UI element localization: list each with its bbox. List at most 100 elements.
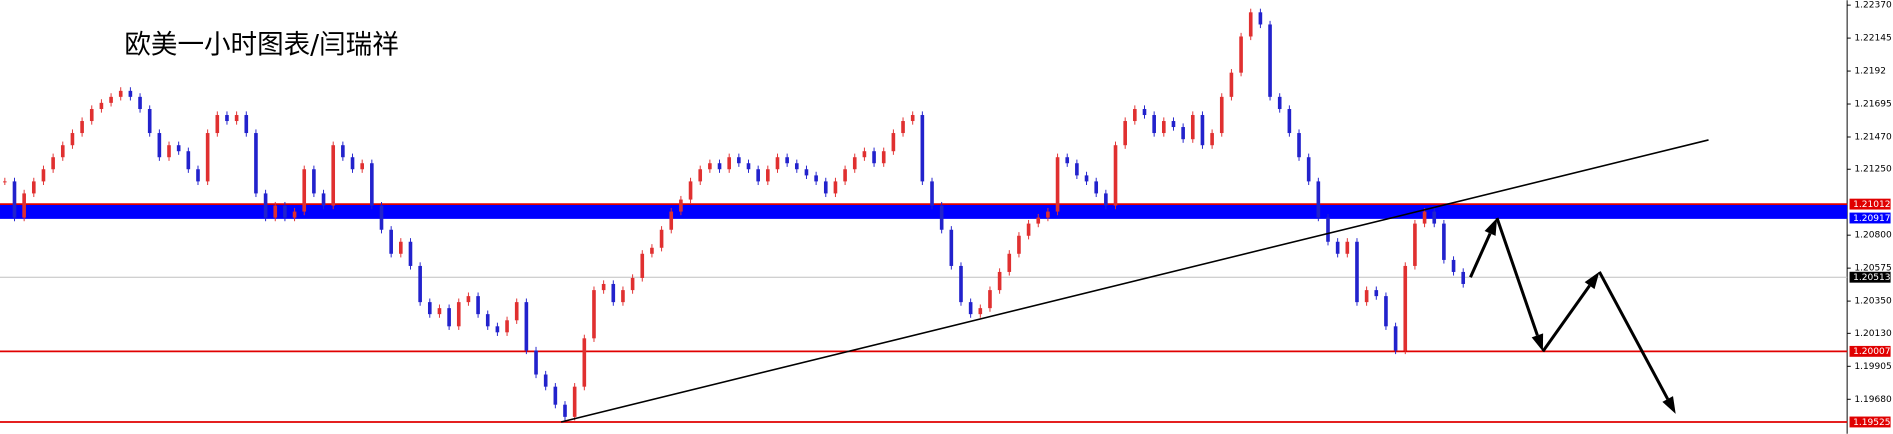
candle-body	[717, 163, 722, 170]
level-label: 1.21012	[1853, 200, 1890, 210]
candle-body	[978, 308, 983, 315]
candle-body	[466, 296, 471, 303]
candle-body	[118, 90, 123, 97]
candle-body	[1171, 121, 1176, 128]
candle-body	[910, 115, 915, 122]
candle-body	[746, 163, 751, 170]
candle-body	[534, 350, 538, 375]
y-tick-label: 1.21250	[1854, 165, 1892, 175]
y-tick-label: 1.2192	[1854, 67, 1886, 77]
projection-arrowhead	[1531, 333, 1544, 352]
candle-body	[167, 145, 171, 158]
candle-body	[1123, 121, 1127, 146]
candle-body	[1345, 241, 1350, 254]
candle-body	[1113, 145, 1118, 206]
y-tick-label: 1.20800	[1854, 231, 1892, 241]
level-label-box	[1849, 271, 1891, 283]
y-tick-label: 1.19905	[1854, 362, 1891, 372]
candle-body	[1422, 211, 1427, 224]
candle-body	[621, 290, 625, 303]
candle-body	[1104, 193, 1108, 206]
candle-body	[157, 133, 162, 158]
y-tick-label: 1.22145	[1854, 34, 1891, 44]
candle-body	[341, 145, 345, 158]
candle-body	[22, 193, 26, 218]
candle-body	[650, 247, 654, 254]
candle-body	[582, 338, 587, 387]
candle-body	[427, 302, 432, 315]
candle-body	[920, 115, 925, 182]
candle-body	[1403, 265, 1408, 351]
candle-body	[60, 145, 65, 158]
candle-body	[1374, 290, 1379, 297]
candle-body	[968, 302, 973, 315]
candle-body	[350, 157, 355, 170]
candle-body	[70, 133, 75, 146]
level-label-box	[1849, 416, 1891, 428]
candle-body	[321, 193, 326, 206]
candle-body	[708, 163, 712, 170]
candle-body	[1026, 223, 1031, 236]
candle-body	[949, 229, 954, 266]
candle-body	[292, 211, 297, 218]
candle-body	[563, 404, 567, 417]
candle-body	[51, 157, 55, 170]
candle-body	[495, 326, 500, 333]
projection-segment	[1469, 232, 1492, 278]
candle-body	[254, 133, 258, 194]
candle-body	[244, 115, 249, 134]
candle-body	[273, 205, 278, 218]
level-label: 1.20917	[1853, 214, 1890, 224]
candle-body	[1190, 115, 1195, 140]
candle-body	[1152, 115, 1156, 134]
candle-body	[601, 283, 606, 291]
candle-body	[1210, 133, 1214, 146]
candle-body	[514, 302, 519, 321]
candle-body	[456, 302, 461, 327]
y-tick-label: 1.19680	[1854, 395, 1892, 405]
candle-body	[31, 181, 36, 194]
candle-body	[1229, 72, 1234, 97]
candle-body	[205, 133, 210, 182]
candle-body	[283, 205, 287, 218]
candle-body	[1268, 24, 1272, 97]
candle-body	[823, 181, 828, 194]
y-tick-label: 1.20130	[1854, 329, 1892, 339]
candle-body	[1384, 296, 1388, 327]
candle-body	[1326, 217, 1330, 242]
projection-arrowhead	[1584, 271, 1600, 290]
projection-segment	[1598, 271, 1670, 400]
candle-body	[1094, 181, 1099, 194]
y-tick-label: 1.20575	[1854, 264, 1891, 274]
level-label-box	[1849, 345, 1891, 357]
chart-title: 欧美一小时图表/闫瑞祥	[124, 30, 398, 61]
candle-body	[128, 90, 133, 97]
y-tick-label: 1.20350	[1854, 297, 1892, 307]
candle-body	[862, 151, 867, 158]
candle-body	[659, 229, 664, 248]
candle-body	[901, 121, 905, 134]
candle-body	[1364, 290, 1369, 303]
candle-body	[1413, 223, 1417, 266]
candle-body	[447, 308, 451, 327]
candle-body	[1046, 211, 1050, 218]
candle-body	[1075, 163, 1079, 176]
candle-body	[89, 109, 94, 122]
candle-body	[930, 181, 934, 206]
candle-body	[814, 175, 818, 182]
candle-body	[1355, 241, 1359, 303]
level-label: 1.20007	[1853, 347, 1890, 357]
candle-body	[196, 169, 200, 182]
candle-body	[872, 151, 876, 164]
candle-body	[543, 374, 548, 387]
level-label: 1.19525	[1853, 418, 1890, 428]
candle-body	[1007, 253, 1012, 272]
candle-body	[1451, 259, 1456, 272]
candle-body	[1200, 115, 1205, 146]
projection-segment	[1541, 284, 1591, 353]
candle-body	[1287, 109, 1292, 134]
candle-body	[524, 302, 529, 351]
candle-body	[80, 121, 84, 134]
candle-body	[370, 163, 374, 206]
